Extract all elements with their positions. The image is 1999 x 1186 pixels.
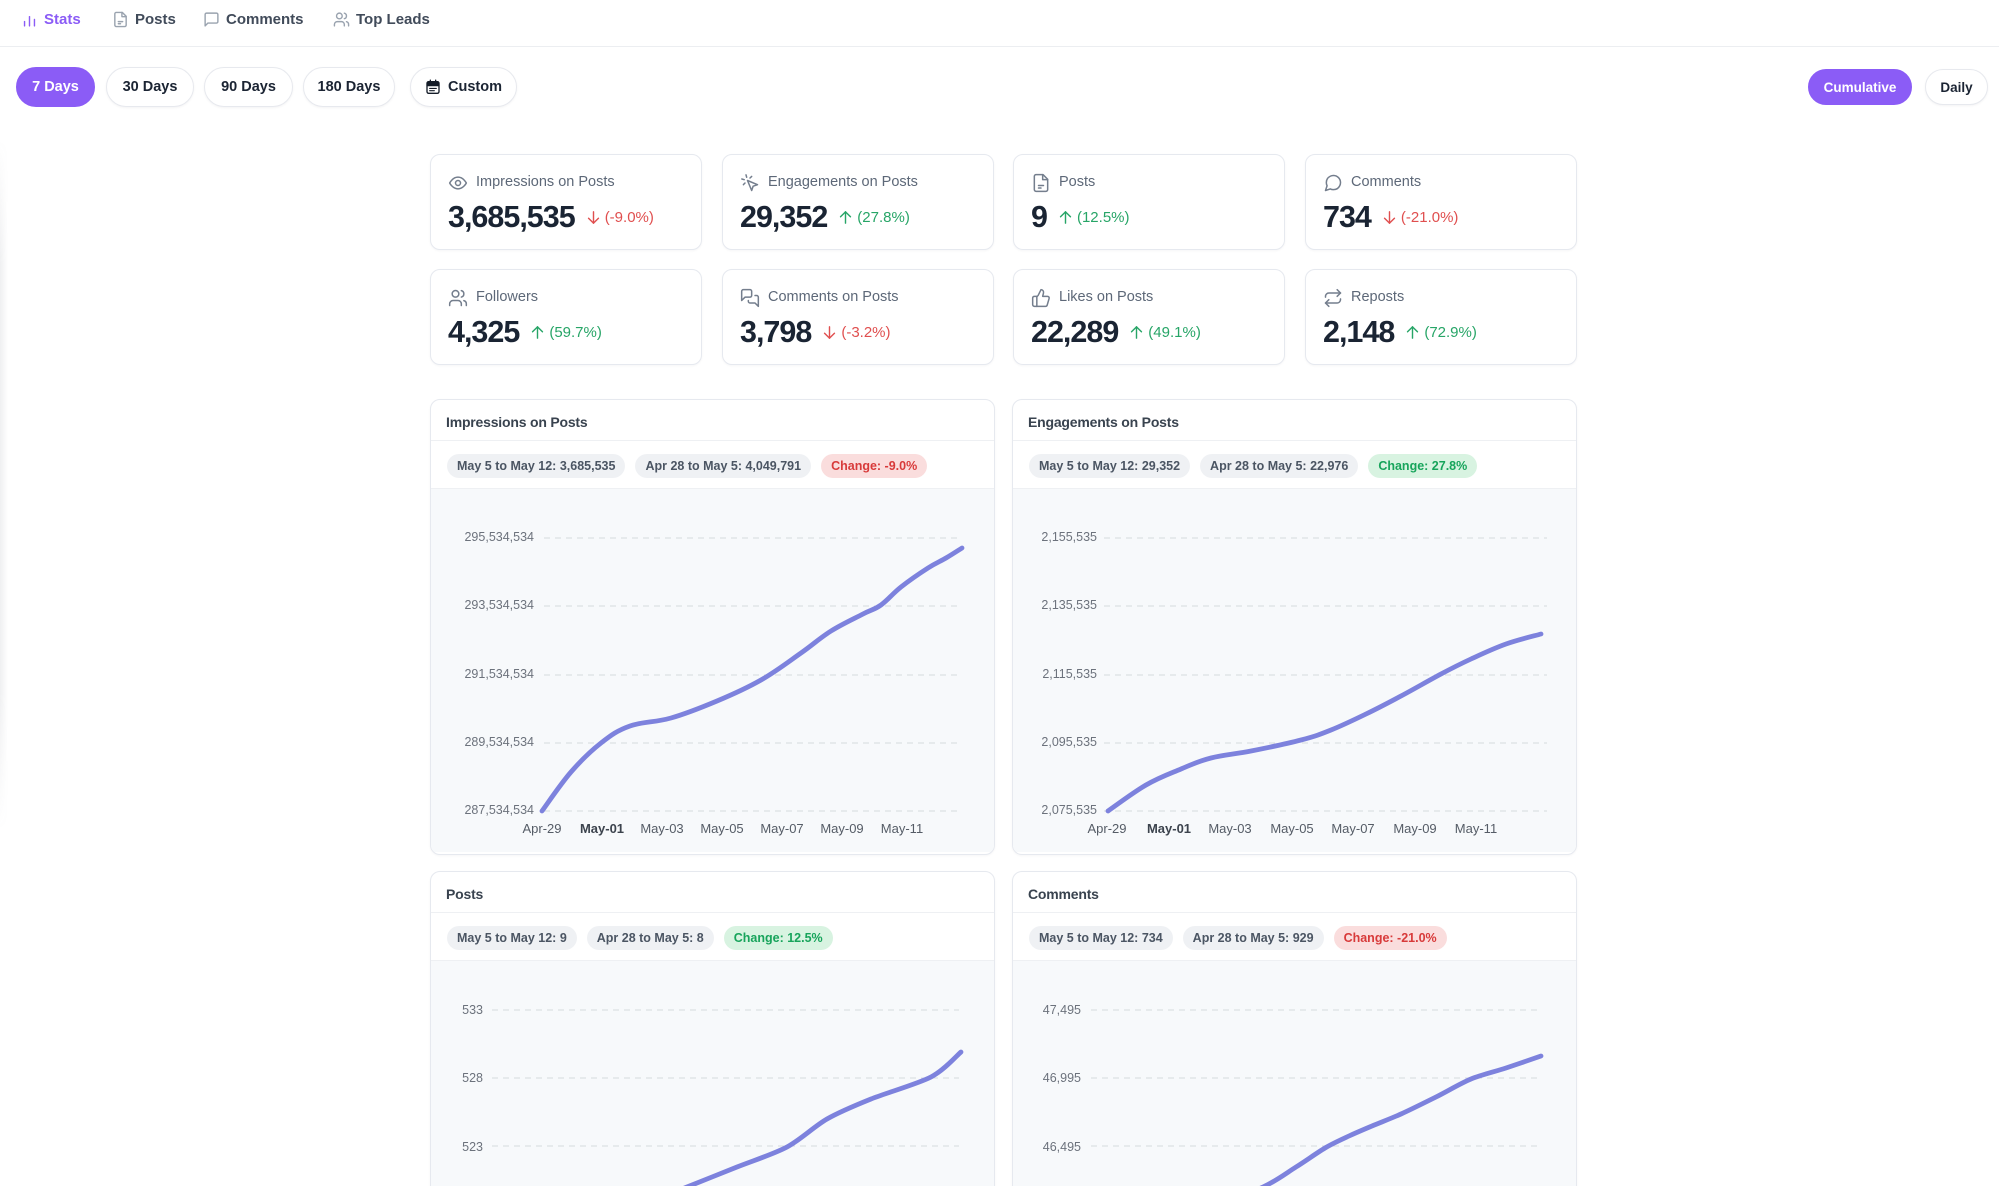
svg-text:May-09: May-09	[820, 821, 863, 836]
svg-text:293,534,534: 293,534,534	[464, 598, 534, 612]
svg-text:295,534,534: 295,534,534	[464, 530, 534, 544]
svg-text:May-09: May-09	[1393, 821, 1436, 836]
svg-text:528: 528	[462, 1071, 483, 1085]
svg-text:Apr-29: Apr-29	[522, 821, 561, 836]
svg-text:Apr-29: Apr-29	[1087, 821, 1126, 836]
svg-text:May-07: May-07	[760, 821, 803, 836]
svg-text:May-01: May-01	[580, 821, 624, 836]
svg-text:May-05: May-05	[1270, 821, 1313, 836]
svg-text:47,495: 47,495	[1043, 1003, 1081, 1017]
svg-text:2,075,535: 2,075,535	[1041, 803, 1097, 817]
svg-text:287,534,534: 287,534,534	[464, 803, 534, 817]
svg-text:2,155,535: 2,155,535	[1041, 530, 1097, 544]
svg-text:May-01: May-01	[1147, 821, 1191, 836]
svg-text:2,135,535: 2,135,535	[1041, 598, 1097, 612]
svg-text:2,115,535: 2,115,535	[1042, 667, 1097, 681]
svg-text:289,534,534: 289,534,534	[464, 735, 534, 749]
svg-text:46,495: 46,495	[1043, 1140, 1081, 1154]
svg-text:May-11: May-11	[881, 821, 923, 836]
svg-text:May-11: May-11	[1455, 821, 1497, 836]
svg-text:May-03: May-03	[640, 821, 683, 836]
svg-text:May-05: May-05	[700, 821, 743, 836]
svg-text:46,995: 46,995	[1043, 1071, 1081, 1085]
svg-text:2,095,535: 2,095,535	[1041, 735, 1097, 749]
svg-text:533: 533	[462, 1003, 483, 1017]
svg-text:291,534,534: 291,534,534	[464, 667, 534, 681]
svg-text:523: 523	[462, 1140, 483, 1154]
svg-text:May-07: May-07	[1331, 821, 1374, 836]
svg-text:May-03: May-03	[1208, 821, 1251, 836]
